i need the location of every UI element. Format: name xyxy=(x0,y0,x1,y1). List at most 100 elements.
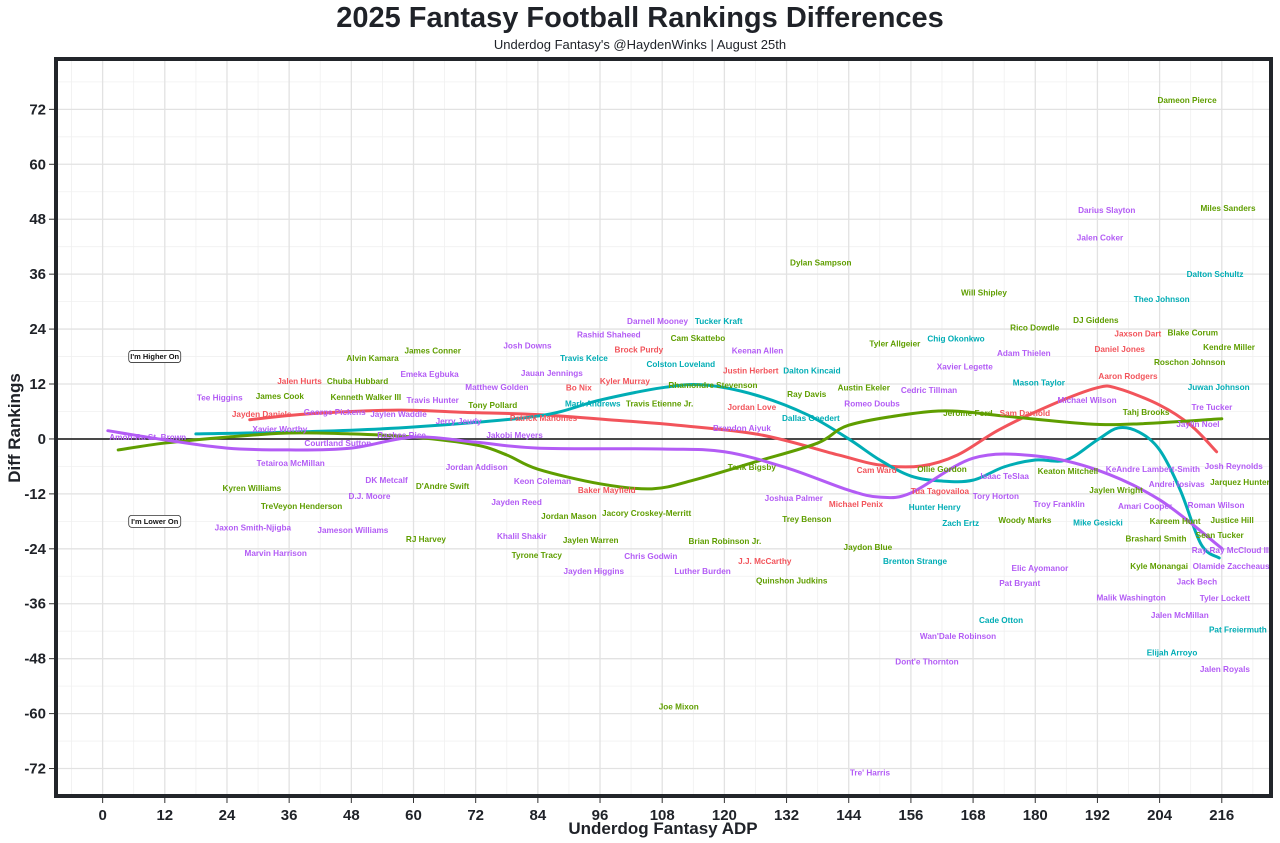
player-label: Cam Ward xyxy=(857,466,897,475)
player-label: Jalen Hurts xyxy=(277,377,322,386)
trend-line-teal xyxy=(194,382,1221,560)
player-label: Zach Ertz xyxy=(942,519,979,528)
player-label: Jakobi Meyers xyxy=(486,431,543,440)
player-label: Jaylen Waddle xyxy=(370,410,427,419)
player-label: Joe Mixon xyxy=(659,702,699,711)
player-label: Hunter Henry xyxy=(909,503,961,512)
player-label: Quinshon Judkins xyxy=(756,576,828,585)
trend-line-red xyxy=(248,384,1219,469)
player-label: Brandon Aiyuk xyxy=(713,424,771,433)
player-label: Dallas Goedert xyxy=(782,414,840,423)
x-tick-label: 132 xyxy=(774,807,799,824)
player-label: J.J. McCarthy xyxy=(738,557,792,566)
player-label: Mason Taylor xyxy=(1013,379,1066,388)
player-label: Rico Dowdle xyxy=(1010,324,1060,333)
player-label: Michael Wilson xyxy=(1058,396,1117,405)
player-label: Sam Darnold xyxy=(1000,409,1051,418)
y-tick-label: 12 xyxy=(29,376,46,393)
player-label: Dalton Schultz xyxy=(1187,270,1244,279)
player-label: James Cook xyxy=(256,392,305,401)
y-tick-label: -72 xyxy=(24,761,46,778)
player-label: Tahj Brooks xyxy=(1123,408,1170,417)
player-label: Mark Andrews xyxy=(565,400,621,409)
y-tick-label: -48 xyxy=(24,651,46,668)
player-label: Tee Higgins xyxy=(197,394,243,403)
player-label: Josh Downs xyxy=(503,342,552,351)
player-label: Jalen Coker xyxy=(1077,234,1124,243)
player-label: Jaxson Dart xyxy=(1114,330,1161,339)
player-label: Tony Pollard xyxy=(468,401,517,410)
player-label: Roschon Johnson xyxy=(1154,358,1225,367)
player-label: Cam Skattebo xyxy=(671,334,726,343)
player-label: D'Andre Swift xyxy=(416,482,470,491)
grid xyxy=(56,59,1271,796)
player-label: Tucker Kraft xyxy=(695,317,743,326)
chart-title: 2025 Fantasy Football Rankings Differenc… xyxy=(336,2,944,34)
y-tick-label: -24 xyxy=(24,541,46,558)
player-label: Dont'e Thornton xyxy=(895,657,958,666)
player-label: Mike Gesicki xyxy=(1073,518,1123,527)
player-label: Patrick Mahomes xyxy=(510,414,578,423)
x-tick-label: 0 xyxy=(98,807,106,824)
y-tick-label: 0 xyxy=(38,431,46,448)
player-label: Jaxon Smith-Njigba xyxy=(215,523,292,532)
player-label: Miles Sanders xyxy=(1200,204,1256,213)
player-label: TreVeyon Henderson xyxy=(261,502,342,511)
plot-border xyxy=(54,57,1273,798)
player-label: Elic Ayomanor xyxy=(1012,564,1070,573)
player-label: Ray Davis xyxy=(787,390,827,399)
player-label: Khalil Shakir xyxy=(497,532,547,541)
player-label: Chig Okonkwo xyxy=(927,335,984,344)
player-label: Jarquez Hunter xyxy=(1210,478,1270,487)
player-label: Dameon Pierce xyxy=(1157,96,1217,105)
annotation-label: I'm Lower On xyxy=(131,517,179,526)
x-tick-label: 72 xyxy=(467,807,484,824)
player-label: Justin Herbert xyxy=(723,367,779,376)
player-label: Ollie Gordon xyxy=(917,465,967,474)
player-label: Kyle Monangai xyxy=(1130,562,1188,571)
player-label: Jalen McMillan xyxy=(1151,611,1209,620)
player-label: Dylan Sampson xyxy=(790,259,851,268)
player-label: Michael Penix xyxy=(829,500,884,509)
player-label: Kenneth Walker III xyxy=(331,393,402,402)
player-label: Brashard Smith xyxy=(1125,534,1186,543)
player-label: Colston Loveland xyxy=(647,360,716,369)
player-label: Darnell Mooney xyxy=(627,317,688,326)
x-tick-label: 84 xyxy=(530,807,547,824)
player-label: Ray-Ray McCloud III xyxy=(1192,546,1271,555)
axes: 0 12 24 36 48 60 72 84 96 108 120 132 144 156 168 180 19… xyxy=(24,101,1234,824)
player-label: Courtland Sutton xyxy=(304,439,371,448)
annotation-label: I'm Higher On xyxy=(130,352,179,361)
player-label: Pat Bryant xyxy=(999,579,1040,588)
x-tick-label: 192 xyxy=(1085,807,1110,824)
player-label: Will Shipley xyxy=(961,288,1007,297)
player-label: Alvin Kamara xyxy=(346,354,399,363)
y-tick-label: 24 xyxy=(29,321,46,338)
player-label: Blake Corum xyxy=(1168,329,1219,338)
y-tick-label: -12 xyxy=(24,486,46,503)
x-tick-label: 144 xyxy=(836,807,862,824)
player-label: Tre' Harris xyxy=(850,769,891,778)
player-label: Marvin Harrison xyxy=(245,549,307,558)
player-label: Tyler Lockett xyxy=(1200,594,1251,603)
chart-subtitle: Underdog Fantasy's @HaydenWinks | August… xyxy=(493,37,787,52)
player-label: Jordan Addison xyxy=(446,463,508,472)
x-tick-label: 36 xyxy=(281,807,298,824)
player-label: Joshua Palmer xyxy=(765,494,824,503)
player-label: Troy Franklin xyxy=(1033,500,1084,509)
player-label: Josh Reynolds xyxy=(1205,462,1264,471)
trend-line-purple xyxy=(106,429,1224,550)
player-label: Jayden Daniels xyxy=(232,410,292,419)
x-tick-label: 60 xyxy=(405,807,422,824)
player-label: Jayden Reed xyxy=(491,498,542,507)
x-tick-label: 12 xyxy=(156,807,173,824)
x-tick-label: 180 xyxy=(1023,807,1048,824)
player-label: Rashee Rice xyxy=(377,431,426,440)
player-label: James Conner xyxy=(404,347,461,356)
annotations: I'm Higher On I'm Lower On xyxy=(128,350,182,528)
player-label: Travis Kelce xyxy=(560,354,608,363)
player-label: Tetairoa McMillan xyxy=(257,459,325,468)
annotation-box xyxy=(128,514,182,528)
y-tick-label: 48 xyxy=(29,211,46,228)
player-label: Keaton Mitchell xyxy=(1038,467,1099,476)
